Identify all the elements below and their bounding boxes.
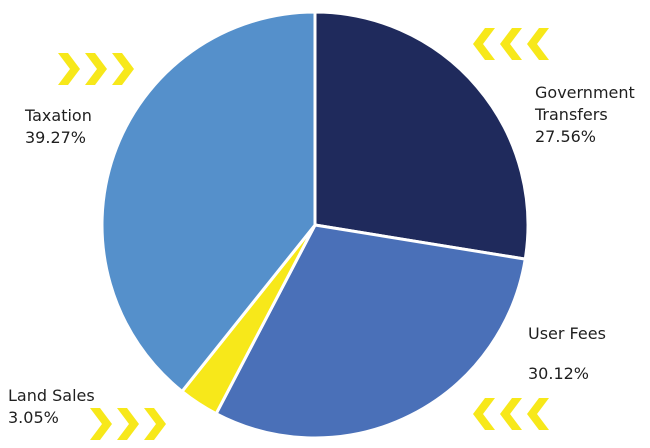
pie-slice-government-transfers — [313, 10, 530, 261]
label-government-transfers: Government Transfers 27.56% — [535, 82, 635, 148]
chevron-arrow-icon — [117, 408, 139, 440]
label-government-pct: 27.56% — [535, 127, 597, 146]
chevron-arrow-icon — [500, 28, 522, 60]
label-land-sales-pct: 3.05% — [8, 408, 59, 427]
pie-slice-user-fees — [214, 223, 527, 440]
chevron-arrow-icon — [144, 408, 166, 440]
chevrons-bottom-right — [473, 398, 549, 430]
label-land-sales: Land Sales 3.05% — [8, 385, 95, 429]
chevron-arrow-icon — [500, 398, 522, 430]
chevron-arrow-icon — [90, 408, 112, 440]
label-user-fees-pct: 30.12% — [528, 364, 590, 383]
chevron-arrow-icon — [112, 53, 134, 85]
chevrons-top-left — [58, 53, 134, 85]
pie-slice-taxation — [100, 10, 317, 393]
chevron-arrow-icon — [527, 28, 549, 60]
label-taxation-name: Taxation — [25, 106, 92, 125]
chevron-arrow-icon — [473, 398, 495, 430]
label-government-line1: Government — [535, 83, 635, 102]
chevron-arrow-icon — [85, 53, 107, 85]
label-taxation-pct: 39.27% — [25, 128, 87, 147]
chevron-arrow-icon — [473, 28, 495, 60]
chevrons-bottom-left — [90, 408, 166, 440]
label-user-fees-name: User Fees — [528, 324, 606, 343]
chevrons-top-right — [473, 28, 549, 60]
label-land-sales-name: Land Sales — [8, 386, 95, 405]
label-government-line2: Transfers — [535, 105, 608, 124]
label-taxation: Taxation 39.27% — [25, 105, 92, 149]
chevron-arrow-icon — [527, 398, 549, 430]
chevron-arrow-icon — [58, 53, 80, 85]
